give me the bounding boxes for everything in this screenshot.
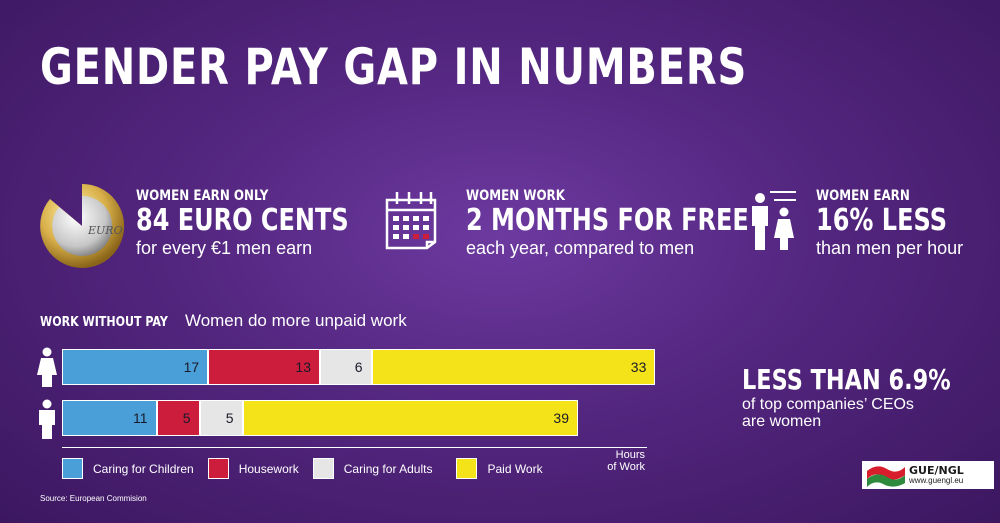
legend-item: Housework bbox=[207, 458, 299, 479]
chart-heading-key: WORK WITHOUT PAY bbox=[40, 315, 168, 330]
chart-heading: WORK WITHOUT PAY Women do more unpaid wo… bbox=[40, 311, 407, 331]
data-label: 13 bbox=[295, 359, 311, 375]
bar-segment-housework: 5 bbox=[156, 400, 200, 436]
data-label: 5 bbox=[182, 410, 191, 426]
legend-item: Caring for Children bbox=[62, 458, 194, 479]
source-note: Source: European Commision bbox=[40, 494, 147, 503]
man-woman-icon bbox=[752, 191, 796, 250]
bar-row-women: 17 13 6 33 bbox=[62, 349, 656, 385]
coin-text: EURO bbox=[87, 224, 123, 237]
x-axis-label: Hours of Work bbox=[607, 449, 645, 473]
man-icon bbox=[39, 399, 55, 439]
bar-segment-caring-for-adults: 6 bbox=[319, 349, 372, 385]
legend-swatch bbox=[62, 458, 83, 479]
bar-segment-paid-work: 39 bbox=[242, 400, 578, 436]
bar-segment-housework: 13 bbox=[208, 349, 320, 385]
stat-hourly: WOMEN EARN 16% LESS than men per hour bbox=[816, 188, 980, 259]
legend-label: Housework bbox=[238, 461, 299, 476]
data-label: 11 bbox=[133, 410, 148, 426]
logo-name: GUE/NGL bbox=[909, 464, 964, 477]
x-axis bbox=[62, 447, 647, 448]
chart-legend: Caring for Children Housework Caring for A… bbox=[62, 458, 557, 479]
stat-sub: than men per hour bbox=[816, 238, 964, 258]
ceo-value: LESS THAN 6.9% bbox=[742, 363, 951, 396]
bar-segment-caring-for-children: 11 bbox=[62, 400, 157, 436]
stat-label: WOMEN EARN ONLY bbox=[136, 188, 269, 204]
legend-swatch bbox=[312, 458, 334, 479]
chart-heading-text: Women do more unpaid work bbox=[184, 311, 407, 330]
legend-label: Caring for Adults bbox=[343, 461, 433, 476]
stat-value: 2 MONTHS FOR FREE bbox=[466, 203, 749, 238]
data-label: 33 bbox=[630, 359, 647, 375]
legend-item: Caring for Adults bbox=[312, 458, 433, 479]
ceo-line-1: of top companies’ CEOs bbox=[742, 396, 914, 413]
logo: GUE/NGL www.guengl.eu bbox=[862, 461, 994, 489]
ceo-line-2: are women bbox=[742, 413, 822, 430]
legend-label: Caring for Children bbox=[93, 461, 194, 476]
bar-segment-paid-work: 33 bbox=[371, 349, 656, 385]
stat-ceo: LESS THAN 6.9% of top companies’ CEOs ar… bbox=[742, 363, 1000, 430]
stat-value: 84 EURO CENTS bbox=[136, 203, 349, 238]
page-title: GENDER PAY GAP IN NUMBERS bbox=[40, 38, 748, 96]
legend-swatch bbox=[456, 458, 478, 479]
data-label: 5 bbox=[225, 410, 234, 426]
logo-url: www.guengl.eu bbox=[909, 476, 964, 485]
legend-label: Paid Work bbox=[487, 461, 543, 476]
stat-earnings: WOMEN EARN ONLY 84 EURO CENTS for every … bbox=[136, 188, 402, 259]
data-label: 39 bbox=[553, 410, 569, 426]
data-label: 17 bbox=[183, 359, 200, 375]
x-axis-label-line: Hours bbox=[615, 449, 645, 461]
legend-item: Paid Work bbox=[456, 458, 543, 479]
data-label: 6 bbox=[354, 359, 363, 375]
stat-value: 16% LESS bbox=[816, 203, 947, 238]
stat-sub: each year, compared to men bbox=[466, 238, 695, 258]
bar-segment-caring-for-children: 17 bbox=[62, 349, 209, 385]
stat-months: WOMEN WORK 2 MONTHS FOR FREE each year, … bbox=[466, 188, 820, 259]
woman-icon bbox=[37, 347, 57, 387]
x-axis-label-line: of Work bbox=[607, 461, 645, 473]
euro-coin-icon: EURO bbox=[40, 183, 125, 268]
stat-label: WOMEN EARN bbox=[816, 188, 910, 204]
flag-icon bbox=[867, 466, 905, 487]
calendar-icon bbox=[385, 192, 437, 250]
legend-swatch bbox=[207, 458, 229, 479]
stat-label: WOMEN WORK bbox=[466, 188, 565, 204]
stat-sub: for every €1 men earn bbox=[136, 238, 313, 258]
bar-segment-caring-for-adults: 5 bbox=[199, 400, 243, 436]
bar-row-men: 11 5 5 39 bbox=[62, 400, 578, 436]
